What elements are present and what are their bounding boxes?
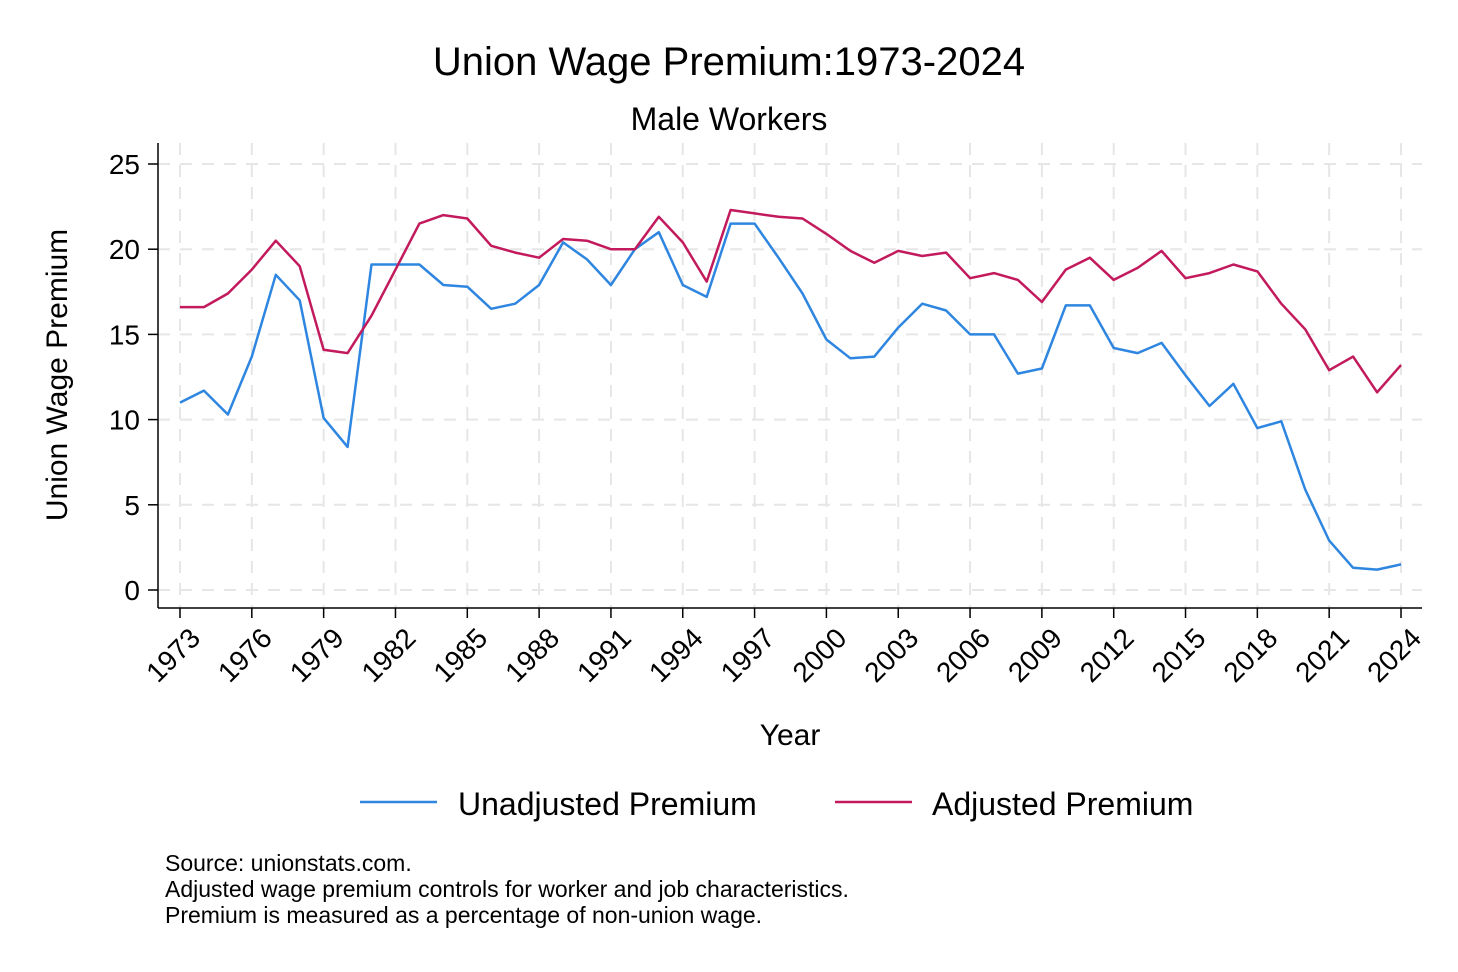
y-tick-label: 15 <box>109 319 140 350</box>
x-tick-label: 2015 <box>1146 622 1212 688</box>
x-tick-label: 2024 <box>1361 622 1427 688</box>
x-tick-label: 1991 <box>571 622 637 688</box>
chart-subtitle: Male Workers <box>630 101 828 137</box>
chart-title: Union Wage Premium:1973-2024 <box>432 40 1026 84</box>
axes <box>148 143 1422 618</box>
adjusted-note: Adjusted wage premium controls for worke… <box>165 876 849 902</box>
legend-label: Adjusted Premium <box>932 786 1193 822</box>
x-tick-label: 2006 <box>930 622 996 688</box>
x-tick-label: 2012 <box>1074 622 1140 688</box>
x-tick-label: 2009 <box>1002 622 1068 688</box>
grid-lines <box>158 143 1422 608</box>
x-tick-label: 1979 <box>284 622 350 688</box>
x-tick-label: 1988 <box>499 622 565 688</box>
measure-note: Premium is measured as a percentage of n… <box>165 902 763 928</box>
y-tick-label: 20 <box>109 234 140 265</box>
x-tick-label: 1994 <box>643 622 709 688</box>
x-tick-label: 1973 <box>140 622 206 688</box>
x-tick-label: 1997 <box>715 622 781 688</box>
x-tick-label: 1976 <box>212 622 278 688</box>
x-tick-label: 2018 <box>1217 622 1283 688</box>
source-note: Source: unionstats.com. <box>165 850 412 876</box>
y-tick-label: 0 <box>124 575 140 606</box>
series-line-adjusted <box>180 208 1402 394</box>
legend-label: Unadjusted Premium <box>458 786 757 822</box>
x-axis-label: Year <box>760 719 821 752</box>
y-axis-label: Union Wage Premium <box>41 229 74 521</box>
series-lines <box>179 208 1402 571</box>
y-tick-label: 10 <box>109 405 140 436</box>
x-tick-label: 2021 <box>1289 622 1355 688</box>
x-tick-label: 2000 <box>787 622 853 688</box>
series-line-unadjusted <box>179 222 1402 571</box>
legend: Unadjusted Premium Adjusted Premium <box>360 786 1193 822</box>
y-tick-label: 25 <box>109 149 140 180</box>
x-tick-label: 1982 <box>356 622 422 688</box>
x-tick-label: 2003 <box>858 622 924 688</box>
y-tick-label: 5 <box>124 490 140 521</box>
x-tick-label: 1985 <box>427 622 493 688</box>
